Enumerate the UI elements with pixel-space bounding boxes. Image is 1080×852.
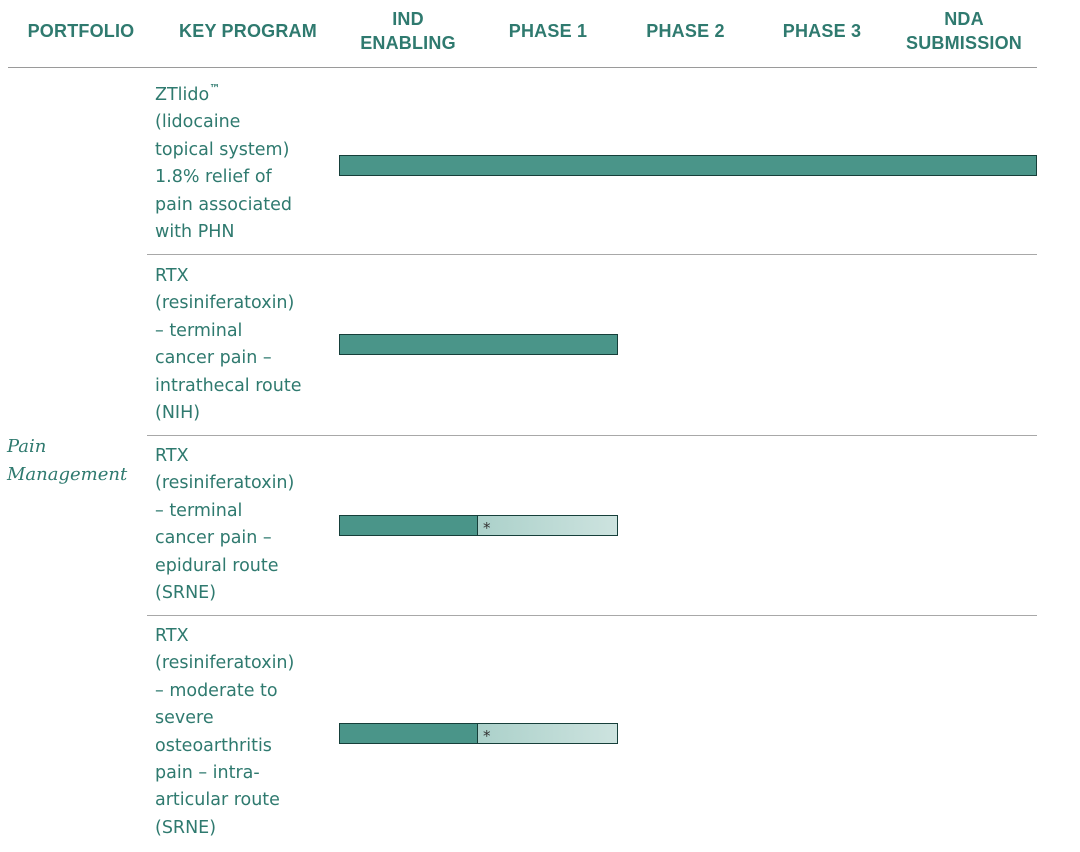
program-bar	[339, 155, 1037, 176]
program-line: osteoarthritis	[155, 735, 272, 756]
program-line: pain associated	[155, 194, 292, 215]
header-portfolio: PORTFOLIO	[27, 21, 135, 41]
header-nda-submission: NDA SUBMISSION	[891, 0, 1037, 62]
program-line: – moderate to	[155, 680, 278, 701]
program-line: ZTlido™	[155, 82, 221, 105]
row-divider	[147, 615, 1037, 616]
program-line: cancer pain –	[155, 348, 272, 369]
program-line: (resiniferatoxin)	[155, 473, 295, 494]
program-line: topical system)	[155, 139, 290, 160]
program-bar-completed	[339, 723, 478, 744]
program-ztlido: ZTlido™ (lidocaine topical system) 1.8% …	[155, 82, 335, 246]
program-line: RTX	[155, 626, 189, 646]
header-divider	[8, 67, 1037, 68]
program-rtx-intrathecal: RTX (resiniferatoxin) – terminal cancer …	[155, 263, 335, 427]
portfolio-line-1: Pain	[7, 436, 47, 457]
program-line: (SRNE)	[155, 817, 217, 838]
program-bar	[339, 334, 618, 355]
portfolio-label: Pain Management	[7, 433, 127, 488]
program-line: RTX	[155, 446, 189, 466]
program-rtx-epidural: RTX (resiniferatoxin) – terminal cancer …	[155, 443, 335, 607]
asterisk-marker: *	[483, 727, 491, 745]
header-ind-enabling: IND ENABLING	[338, 0, 478, 62]
header-phase-1: PHASE 1	[508, 21, 588, 41]
program-line: (NIH)	[155, 403, 201, 424]
header-key-program: KEY PROGRAM	[179, 21, 317, 41]
program-line: – terminal	[155, 500, 243, 521]
program-rtx-intra-articular: RTX (resiniferatoxin) – moderate to seve…	[155, 623, 335, 842]
header-phase-2: PHASE 2	[646, 21, 725, 41]
row-divider	[147, 254, 1037, 255]
portfolio-line-2: Management	[7, 463, 128, 485]
program-line: (lidocaine	[155, 112, 241, 133]
program-line: RTX	[155, 266, 189, 286]
program-line: (resiniferatoxin)	[155, 293, 295, 314]
trademark-symbol: ™	[209, 82, 221, 95]
header-ind-line2: ENABLING	[360, 33, 456, 53]
program-line: with PHN	[155, 222, 235, 243]
header-ind-line1: IND	[392, 9, 424, 29]
program-line: pain – intra-	[155, 763, 260, 784]
program-line: (SRNE)	[155, 583, 217, 604]
program-line: articular route	[155, 790, 280, 811]
program-line: 1.8% relief of	[155, 167, 272, 188]
program-line: severe	[155, 708, 214, 729]
program-line: – terminal	[155, 320, 243, 341]
program-line: (resiniferatoxin)	[155, 653, 295, 674]
program-line: epidural route	[155, 555, 279, 576]
program-line: cancer pain –	[155, 528, 272, 549]
header-phase-3: PHASE 3	[782, 21, 862, 41]
program-bar-completed	[339, 515, 478, 536]
header-nda-line2: SUBMISSION	[905, 33, 1022, 53]
program-line: intrathecal route	[155, 375, 302, 396]
asterisk-marker: *	[483, 519, 491, 537]
row-divider	[147, 435, 1037, 436]
header-nda-line1: NDA	[944, 9, 984, 29]
